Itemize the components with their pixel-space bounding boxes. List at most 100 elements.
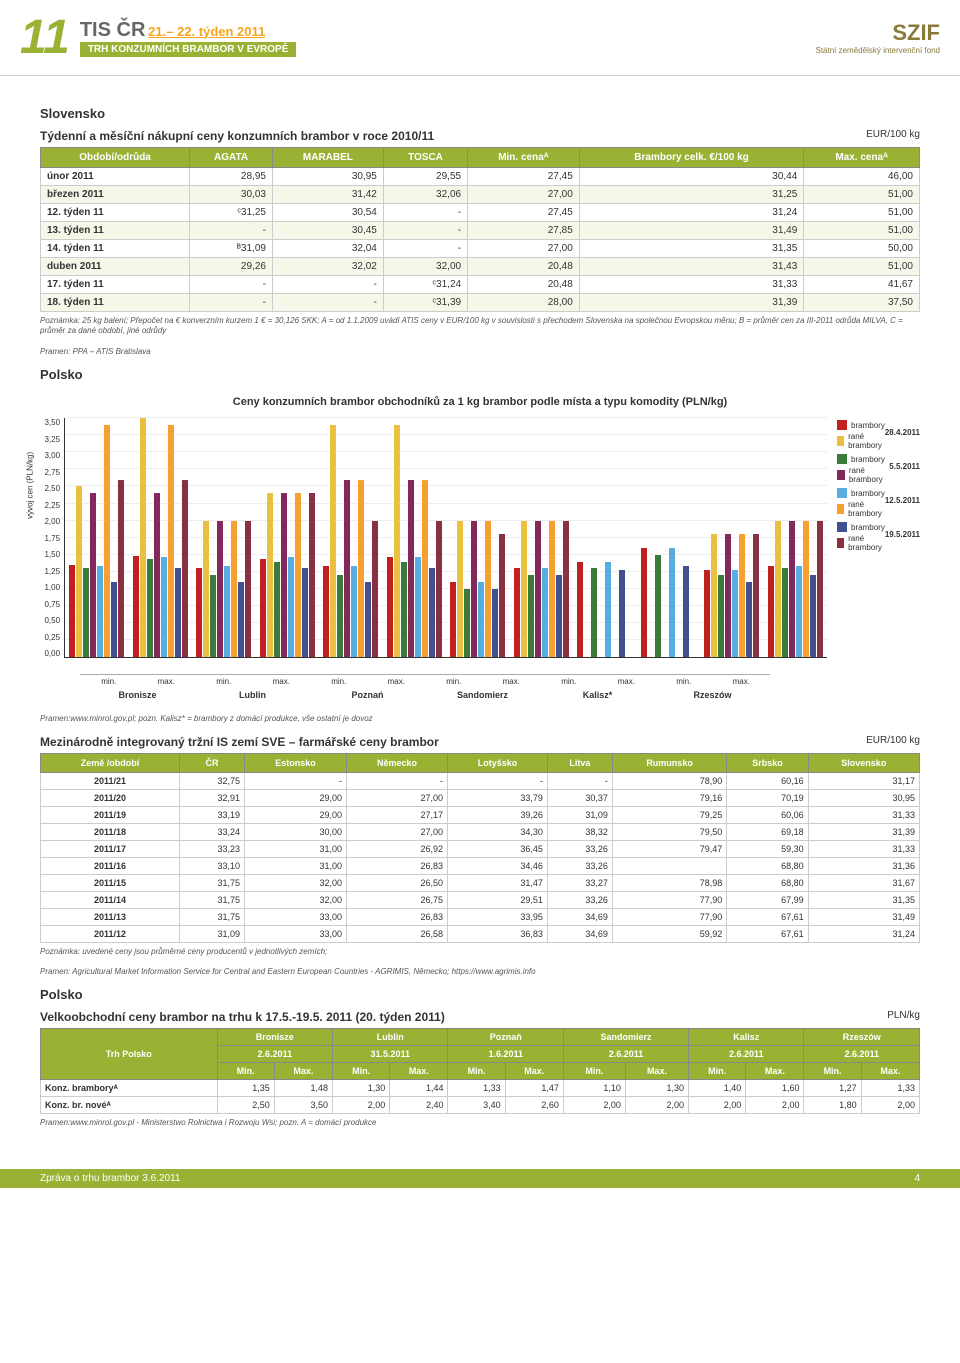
market-group: [319, 418, 446, 657]
bar: [457, 521, 463, 658]
market-group: [65, 418, 192, 657]
footer: Zpráva o trhu brambor 3.6.2011 4: [0, 1169, 960, 1188]
bar: [231, 521, 237, 658]
bar: [140, 418, 146, 657]
bar: [768, 566, 774, 657]
bar: [90, 493, 96, 657]
table-header: Období/odrůda: [41, 148, 190, 168]
table-row: 17. týden 11--ᶜ31,2420,4831,3341,67: [41, 276, 920, 294]
bar: [83, 568, 89, 657]
header-title: TIS ČR: [80, 19, 146, 41]
bar: [450, 582, 456, 657]
bar: [365, 582, 371, 657]
bar: [358, 480, 364, 658]
bar: [76, 486, 82, 657]
market-label: Bronisze: [80, 690, 195, 700]
table-row: 2011/2032,9129,0027,0033,7930,3779,1670,…: [41, 789, 920, 806]
bar: [309, 493, 315, 657]
bar: [478, 582, 484, 657]
bar: [147, 559, 153, 657]
bar: [260, 559, 266, 657]
bar: [281, 493, 287, 657]
market-group: [700, 418, 827, 657]
table-row: 14. týden 11ᴮ31,0932,04-27,0031,3550,00: [41, 240, 920, 258]
sve-table: Země /obdobíČREstonskoNěmeckoLotyšskoLit…: [40, 753, 920, 943]
table-row: 2011/1733,2331,0026,9236,4533,2679,4759,…: [41, 840, 920, 857]
market-label: Rzeszów: [655, 690, 770, 700]
page-header: 11 TIS ČR 21.– 22. týden 2011 TRH KONZUM…: [0, 0, 960, 76]
bar: [683, 566, 689, 657]
sve-source: Pramen: Agricultural Market Information …: [40, 967, 920, 977]
bar: [429, 568, 435, 657]
bar: [528, 575, 534, 657]
bar: [485, 521, 491, 658]
bar: [217, 521, 223, 658]
table-row: 2011/2132,75----78,9060,1631,17: [41, 772, 920, 789]
slovensko-title: Slovensko: [40, 106, 920, 121]
polsko-chart-title: Polsko: [40, 367, 920, 382]
bar: [619, 570, 625, 657]
bar: [746, 582, 752, 657]
bar: [422, 480, 428, 658]
table-row: 2011/1833,2430,0027,0034,3038,3279,5069,…: [41, 823, 920, 840]
market-label: Sandomierz: [425, 690, 540, 700]
bar: [267, 493, 273, 657]
footer-right: 4: [914, 1173, 920, 1184]
polsko2-table: Trh PolskoBroniszeLublinPoznaňSandomierz…: [40, 1028, 920, 1114]
bar: [196, 568, 202, 657]
bar: [535, 521, 541, 658]
bar: [556, 575, 562, 657]
slovensko-table: Období/odrůdaAGATAMARABELTOSCAMin. cenaᴬ…: [40, 147, 920, 312]
chart-legend: bramboryrané brambory28.4.2011bramboryra…: [827, 418, 920, 658]
bar: [782, 568, 788, 657]
bar: [118, 480, 124, 658]
bar: [351, 566, 357, 657]
bar: [753, 534, 759, 657]
polsko-chart-note: Pramen:www.minrol.gov.pl; pozn. Kalisz* …: [40, 714, 920, 724]
bar: [739, 534, 745, 657]
bar: [810, 575, 816, 657]
bar: [224, 566, 230, 657]
bar: [492, 589, 498, 657]
bar: [69, 565, 75, 657]
bar: [104, 425, 110, 657]
market-label: Lublin: [195, 690, 310, 700]
bar: [387, 557, 393, 657]
bar: [591, 568, 597, 657]
table-row: Konz. br. novéᴬ2,503,502,002,403,402,602…: [41, 1097, 920, 1114]
bar: [168, 425, 174, 657]
bar: [514, 568, 520, 657]
bar: [401, 562, 407, 658]
bar: [796, 566, 802, 657]
table-row: 12. týden 11ᶜ31,2530,54-27,4531,2451,00: [41, 204, 920, 222]
polsko2-note: Pramen:www.minrol.gov.pl - Ministerstwo …: [40, 1118, 920, 1128]
bar: [704, 570, 710, 657]
table-row: 18. týden 11--ᶜ31,3928,0031,3937,50: [41, 294, 920, 312]
table-row: 2011/1231,0933,0026,5836,8334,6959,9267,…: [41, 925, 920, 942]
market-group: [573, 418, 700, 657]
bar: [288, 557, 294, 657]
table-header: TOSCA: [383, 148, 467, 168]
bar: [669, 548, 675, 657]
bar: [549, 521, 555, 658]
bar: [577, 562, 583, 658]
bar: [175, 568, 181, 657]
bar: [605, 562, 611, 658]
bar: [330, 425, 336, 657]
bar: [133, 556, 139, 657]
bar: [725, 534, 731, 657]
bar: [372, 521, 378, 658]
bar: [542, 568, 548, 657]
bar: [408, 480, 414, 658]
chart-plot: [64, 418, 827, 658]
table-row: 2011/1933,1929,0027,1739,2631,0979,2560,…: [41, 806, 920, 823]
bar: [415, 557, 421, 657]
slovensko-note: Poznámka: 25 kg balení; Přepočet na € ko…: [40, 316, 920, 337]
bar: [563, 521, 569, 658]
table-row: 13. týden 11-30,45-27,8531,4951,00: [41, 222, 920, 240]
market-label: Poznań: [310, 690, 425, 700]
sve-note: Poznámka: uvedené ceny jsou průměrné cen…: [40, 947, 920, 957]
bar: [203, 521, 209, 658]
table-header: Max. cenaᴬ: [804, 148, 920, 168]
bar: [154, 493, 160, 657]
